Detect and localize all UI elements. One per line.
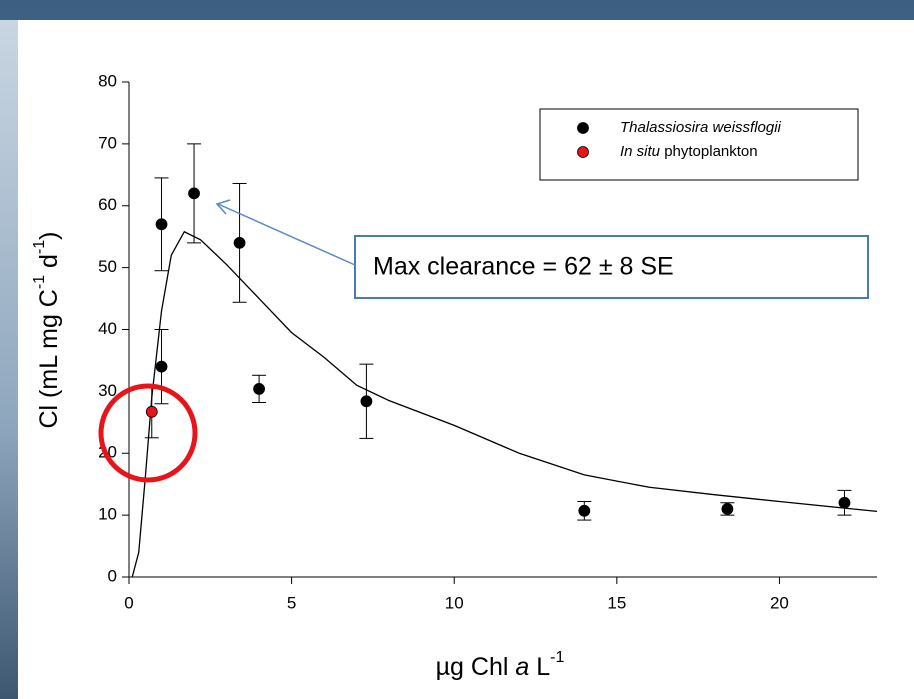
annotation-text: Max clearance = 62 ± 8 SE	[373, 253, 674, 281]
fit-curve	[131, 230, 878, 578]
y-tick-label: 80	[98, 71, 117, 90]
point	[360, 395, 373, 408]
point	[253, 382, 265, 395]
point	[578, 504, 591, 517]
x-axis-label-part: -1	[550, 649, 564, 666]
point	[188, 187, 200, 200]
point	[155, 360, 168, 373]
y-tick-label: 70	[98, 133, 117, 152]
y-tick-label: 10	[98, 505, 117, 524]
x-axis-label-part: L	[529, 653, 550, 681]
x-tick-label: 10	[445, 593, 464, 612]
x-axis-label: µg Chl a L-1	[436, 649, 565, 680]
x-tick-label: 0	[124, 593, 133, 612]
point	[145, 405, 158, 418]
y-tick-label: 0	[108, 566, 117, 585]
legend-box	[539, 108, 859, 181]
y-tick-label: 30	[98, 381, 117, 400]
x-axis-label-part: a	[515, 653, 529, 681]
x-axis-label-part: µg Chl	[436, 653, 516, 681]
y-tick-label: 60	[98, 195, 117, 214]
annotation-arrow	[217, 203, 356, 266]
point	[721, 503, 734, 515]
highlight-circle	[98, 383, 198, 483]
legend-marker	[577, 122, 589, 134]
legend-marker	[577, 146, 589, 158]
y-tick-label: 50	[98, 257, 117, 276]
annotation-arrowhead	[215, 199, 231, 215]
y-tick-label: 40	[98, 319, 117, 338]
point	[155, 218, 168, 231]
x-tick-label: 5	[287, 593, 296, 612]
y-axis-label-part: d	[35, 254, 63, 275]
legend-label: Thalassiosira weissflogii	[620, 119, 782, 136]
annotation-box	[354, 235, 869, 299]
point	[838, 496, 851, 509]
y-axis-label-part: -1	[31, 275, 48, 289]
y-axis-label-part: )	[35, 231, 63, 239]
x-tick-label: 20	[770, 593, 789, 612]
legend-label: In situ phytoplankton	[620, 143, 758, 160]
side-strip	[0, 20, 18, 699]
y-axis-label-part: -1	[31, 240, 48, 254]
y-axis-label-part: Cl (mL mg C	[35, 289, 63, 428]
y-axis-label: Cl (mL mg C-1 d-1)	[31, 231, 62, 428]
x-tick-label: 15	[607, 593, 626, 612]
point	[233, 236, 246, 249]
